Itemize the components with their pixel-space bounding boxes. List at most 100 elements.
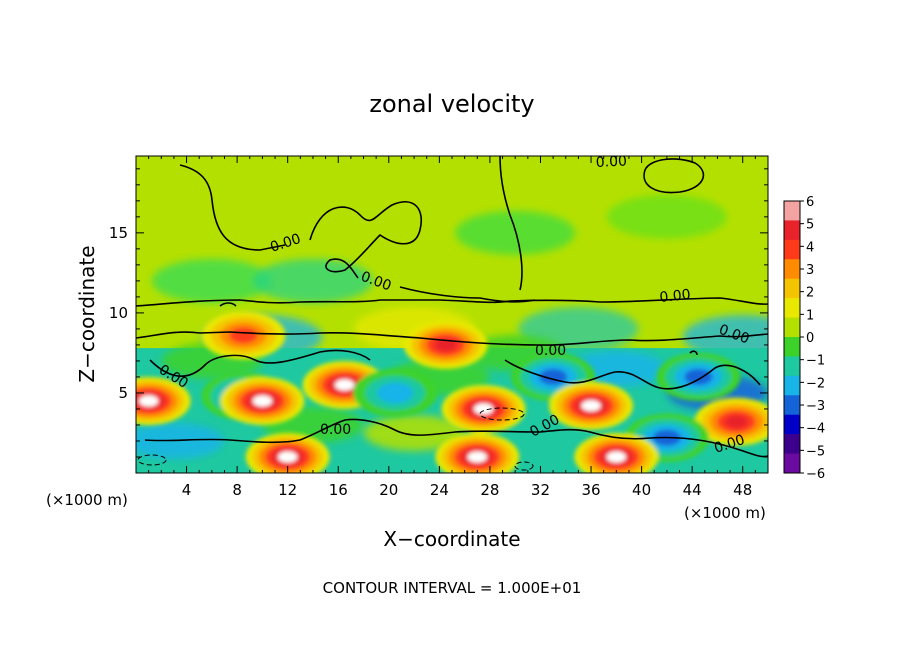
x-tick-label: 8	[232, 481, 242, 499]
blob-level	[277, 451, 298, 463]
contour-label: 0.00	[320, 422, 351, 438]
colorbar-segment	[784, 337, 800, 357]
colorbar-segment	[784, 259, 800, 280]
contour-zero-line	[149, 349, 371, 377]
x-tick-label: 24	[430, 481, 449, 499]
anomaly-blob	[201, 311, 286, 360]
x-axis: 4 8 12 16 20 24 28 32 36 40 44 48	[148, 156, 756, 499]
negative-contour	[479, 407, 525, 421]
anomaly-blob	[694, 397, 768, 446]
field-patch	[455, 210, 576, 255]
field-patch	[252, 258, 373, 303]
colorbar-segment	[784, 414, 800, 435]
x-axis-label: X−coordinate	[383, 527, 520, 551]
x-tick-label: 36	[581, 481, 600, 499]
anomaly-blob	[353, 368, 438, 417]
x-tick-label: 44	[683, 481, 702, 499]
blob-level	[606, 451, 627, 463]
colorbar-segment	[784, 395, 800, 416]
contour-zero-line	[144, 418, 768, 458]
blob-level	[684, 368, 713, 385]
x-tick-label: 48	[733, 481, 752, 499]
colorbar-label: −4	[806, 422, 825, 437]
blob-level	[473, 403, 494, 415]
anomaly-blob	[435, 432, 520, 473]
y-axis-label: Z−coordinate	[75, 245, 99, 382]
colorbar-segment	[784, 239, 800, 260]
colorbar-label: 6	[806, 195, 814, 210]
contour-zero-line	[643, 158, 705, 194]
dashed-contours	[137, 407, 534, 471]
anomaly-blob	[574, 432, 659, 473]
contour-zero-line	[219, 302, 237, 307]
colorbar-label: 0	[806, 331, 814, 346]
colorbar-segment	[784, 434, 800, 455]
field-patch	[606, 194, 727, 239]
anomaly-blob	[220, 376, 305, 425]
chart-title: zonal velocity	[369, 90, 534, 118]
colorbar-label: −5	[806, 444, 825, 459]
blob-level	[581, 400, 601, 412]
anomaly-blob	[245, 432, 330, 473]
x-tick-label: 16	[329, 481, 348, 499]
colorbar-segment	[784, 375, 800, 396]
blob-level	[467, 451, 487, 463]
contour-label: 0.00	[659, 287, 692, 306]
y-tick-label: 15	[109, 224, 128, 242]
colorbar-label: 1	[806, 308, 814, 323]
colorbar-label: −6	[806, 467, 825, 482]
anomaly-blob	[549, 381, 634, 430]
anomaly-blob	[656, 352, 741, 401]
colorbar-segment	[784, 453, 800, 474]
anomaly-blob	[403, 320, 488, 369]
anomaly-blob	[136, 376, 191, 425]
y-axis: 5 10 15	[109, 168, 768, 458]
blob-level	[724, 415, 748, 429]
contour-zero-line	[499, 156, 523, 291]
blob-level	[334, 379, 355, 391]
colorbar-label: 4	[806, 240, 814, 255]
x-tick-label: 20	[379, 481, 398, 499]
field-patch	[151, 258, 272, 303]
field-patch	[364, 414, 465, 451]
contour-zero-line	[179, 164, 286, 251]
contour-lines	[136, 156, 768, 458]
colorbar: 6 5 4 3 2 1 0 −1 −2 −3 −4 −5 −6	[783, 195, 825, 482]
blob-level	[377, 382, 414, 404]
colorbar-label: 5	[806, 218, 814, 233]
colorbar-label: −3	[806, 399, 825, 414]
x-tick-label: 40	[632, 481, 651, 499]
contour-zero-line	[399, 286, 536, 303]
x-unit-right: (×1000 m)	[684, 504, 766, 522]
contour-zero-line	[136, 331, 768, 346]
contour-interval-note: CONTOUR INTERVAL = 1.000E+01	[323, 579, 582, 597]
colorbar-label: −2	[806, 376, 825, 391]
colorbar-label: 3	[806, 263, 814, 278]
colorbar-segment	[784, 278, 800, 299]
colorbar-segment	[784, 220, 800, 241]
contour-label: 0.00	[595, 153, 627, 171]
y-tick-label: 5	[118, 384, 128, 402]
blob-level	[229, 327, 258, 344]
plot-area: 0.00 0.00 0.00 0.00 0.00 0.00 0.00 0.00 …	[136, 153, 768, 473]
blob-level	[252, 395, 273, 407]
x-unit-left: (×1000 m)	[46, 491, 128, 509]
x-tick-label: 4	[182, 481, 192, 499]
colorbar-segment	[784, 356, 800, 377]
blob-level	[138, 395, 159, 407]
anomaly-blob	[441, 384, 526, 433]
x-tick-label: 32	[531, 481, 550, 499]
negative-contour	[514, 461, 534, 471]
contour-zero-line	[309, 201, 422, 279]
colorbar-segment	[784, 201, 800, 221]
colorbar-segment	[784, 298, 800, 319]
contour-zero-line	[504, 359, 761, 390]
x-tick-label: 12	[278, 481, 297, 499]
y-tick-label: 10	[109, 304, 128, 322]
contour-zero-line	[136, 297, 768, 307]
colorbar-label: 2	[806, 286, 814, 301]
x-tick-label: 28	[480, 481, 499, 499]
colorbar-segment	[784, 317, 800, 338]
negative-contour	[137, 454, 167, 466]
